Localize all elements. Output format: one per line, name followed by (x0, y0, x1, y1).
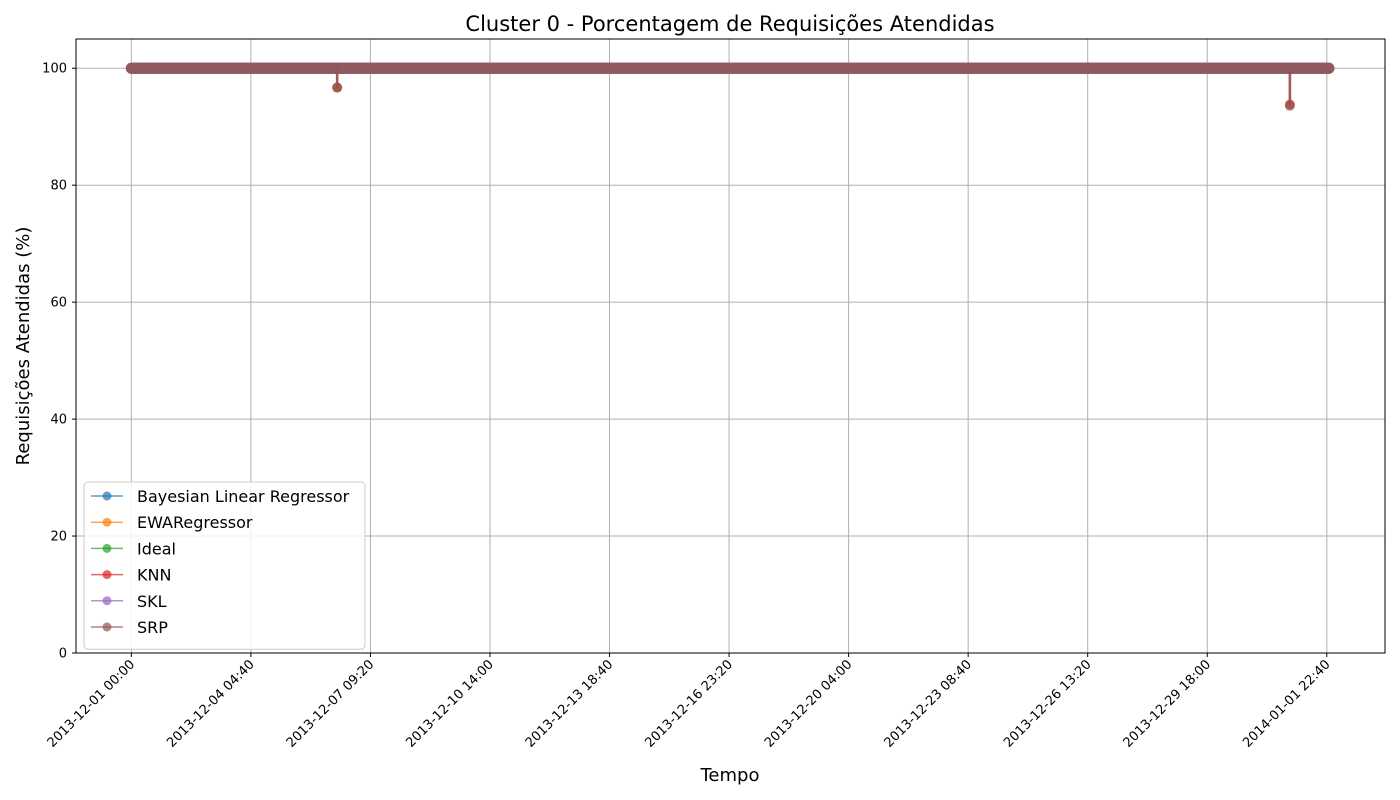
series-layer (125, 62, 1335, 111)
legend-marker (102, 570, 112, 580)
y-axis-title: Requisições Atendidas (%) (13, 227, 34, 466)
legend-marker (102, 543, 112, 553)
y-tick-label: 100 (42, 62, 67, 77)
y-tick-label: 40 (50, 413, 67, 428)
legend-label: EWARegressor (137, 513, 253, 532)
plot-frame (75, 38, 1386, 654)
y-tick-label: 20 (50, 530, 67, 545)
legend-marker (102, 517, 112, 527)
x-axis-title: Tempo (700, 765, 760, 786)
legend-label: SRP (137, 618, 168, 637)
series-srp (125, 62, 1335, 111)
legend-label: Ideal (137, 539, 176, 558)
grid (76, 39, 1385, 654)
legend-marker (102, 596, 112, 606)
legend-label: KNN (137, 566, 171, 585)
y-tick-label: 60 (50, 296, 67, 311)
legend-marker (102, 491, 112, 501)
legend-box (83, 481, 366, 650)
data-point (1284, 100, 1295, 111)
legend-label: SKL (137, 592, 167, 611)
legend-marker (102, 622, 112, 632)
chart-title: Cluster 0 - Porcentagem de Requisições A… (465, 12, 994, 36)
y-tick-label: 80 (50, 179, 67, 194)
data-point (332, 82, 343, 93)
legend-label: Bayesian Linear Regressor (137, 487, 350, 506)
legend: Bayesian Linear Regressor EWARegressor Ide… (83, 481, 366, 650)
y-tick-label: 0 (59, 647, 67, 662)
y-axis-ticks: 0 20 40 60 80 100 (42, 62, 76, 662)
